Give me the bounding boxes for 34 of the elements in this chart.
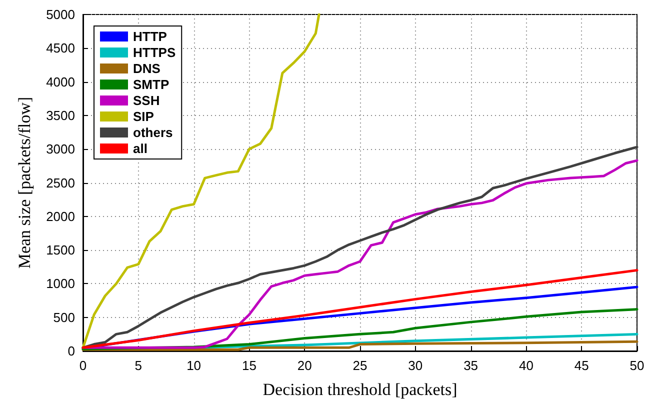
y-axis-title: Mean size [packets/flow] [15,96,34,269]
line-series [82,268,638,349]
legend-label: all [133,141,148,156]
y-tick-label: 500 [53,310,75,325]
y-tick-label: 2000 [46,208,75,224]
legend-label: HTTP [133,29,168,44]
y-tick-label: 5000 [46,7,75,22]
line-series [82,13,320,349]
x-tick-label: 40 [518,358,534,373]
x-tick-label: 10 [186,358,202,373]
legend-label: SSH [133,93,160,108]
y-tick-label: 4000 [46,74,75,90]
x-tick-label: 15 [242,358,256,373]
x-tick-label: 0 [79,358,87,373]
y-tick-label: 0 [68,344,75,358]
legend-label: SMTP [133,77,170,92]
legend-label: others [133,125,173,140]
x-tick-label: 45 [574,358,589,373]
x-tick-label: 25 [352,358,368,373]
y-tick-label: 1000 [46,276,75,292]
x-tick-label: 30 [408,358,423,373]
x-tick-label: 5 [134,358,142,373]
y-tick-label: 1500 [46,242,75,258]
y-tick-label: 2500 [46,175,75,190]
y-tick-label: 3000 [46,142,75,157]
x-axis-title: Decision threshold [packets] [262,380,458,399]
x-tick-label: 50 [630,358,644,373]
y-tick-label: 4500 [46,40,75,56]
legend-label: HTTPS [133,45,176,60]
y-tick-label: 3500 [46,108,75,123]
legend-label: DNS [133,61,161,76]
legend-label: SIP [133,109,154,124]
x-tick-label: 20 [297,358,312,373]
x-tick-label: 35 [464,358,478,373]
